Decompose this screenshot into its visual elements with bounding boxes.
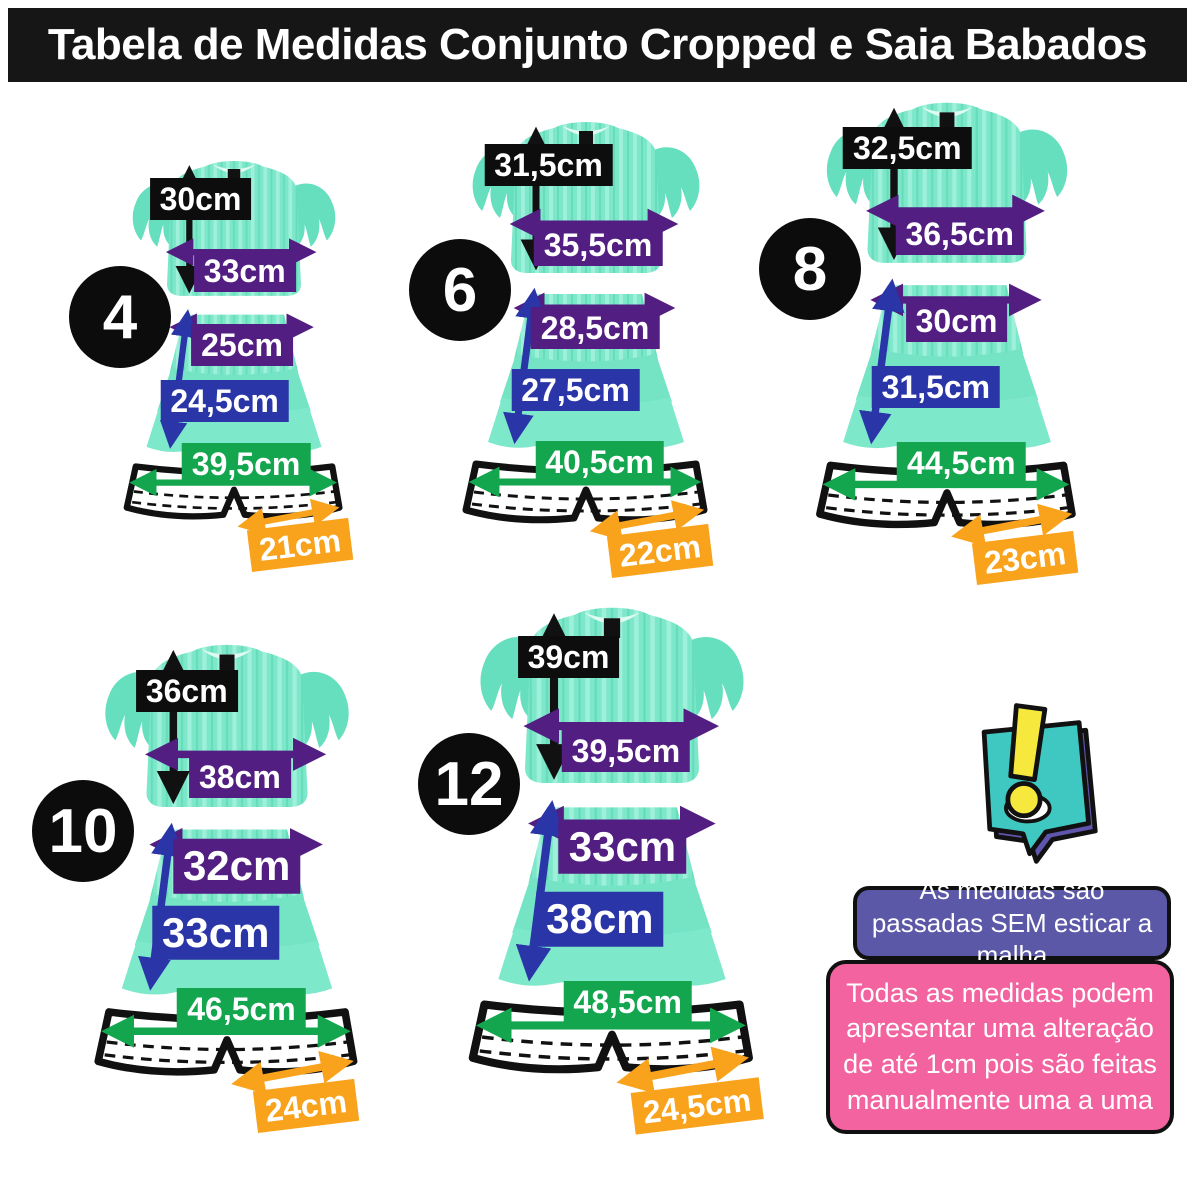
size-badge-10: 10: [32, 780, 134, 882]
skirt-width-label: 28,5cm: [530, 307, 660, 350]
shorts-width-label: 40,5cm: [535, 440, 664, 483]
skirt-length-label: 33cm: [152, 905, 280, 961]
top-height-label: 32,5cm: [842, 127, 972, 170]
skirt-length-label: 31,5cm: [871, 366, 1001, 409]
top-width-label: 33cm: [193, 250, 296, 293]
skirt-width-label: 33cm: [558, 819, 687, 875]
skirt-width-label: 32cm: [172, 838, 301, 894]
title-banner: Tabela de Medidas Conjunto Cropped e Sai…: [8, 8, 1187, 82]
top-height-label: 36cm: [135, 669, 238, 712]
top-width-label: 35,5cm: [533, 224, 663, 267]
shorts-width-label: 46,5cm: [177, 988, 306, 1031]
size-badge-12: 12: [418, 733, 520, 835]
size-group-12: 39cm 39,5cm 33cm 38cm 48,5cm 24,5cm: [438, 596, 786, 1135]
size-group-4: 30cm 33cm 25cm 24,5cm 39,5cm 21cm: [100, 152, 368, 572]
shorts-width-label: 48,5cm: [563, 980, 692, 1023]
top-height-label: 30cm: [149, 178, 252, 221]
skirt-length-label: 24,5cm: [160, 379, 289, 422]
shorts-width-label: 44,5cm: [897, 441, 1026, 484]
note-no-stretch: As medidas são passadas SEM esticar a ma…: [853, 875, 1171, 970]
page-title: Tabela de Medidas Conjunto Cropped e Sai…: [47, 20, 1148, 69]
top-width-label: 39,5cm: [561, 729, 691, 772]
top-height-label: 39cm: [517, 636, 620, 679]
size-badge-8: 8: [759, 218, 861, 320]
skirt-length-label: 38cm: [536, 891, 664, 947]
top-height-label: 31,5cm: [484, 143, 613, 186]
top-width-label: 36,5cm: [895, 212, 1024, 255]
skirt-length-label: 27,5cm: [511, 369, 640, 412]
note-tolerance: Todas as medidas podem apresentar uma al…: [826, 960, 1174, 1134]
size-group-10: 36cm 38cm 32cm 33cm 46,5cm 24cm: [66, 634, 388, 1133]
size-group-6: 31,5cm 35,5cm 28,5cm 27,5cm 40,5cm 22cm: [436, 112, 736, 579]
size-badge-4: 4: [69, 266, 171, 368]
shorts-width-label: 39,5cm: [181, 443, 311, 486]
exclamation-warning-icon: [981, 703, 1098, 864]
skirt-width-label: 25cm: [191, 324, 293, 367]
size-group-8: 32,5cm 36,5cm 30cm 31,5cm 44,5cm 23cm: [788, 92, 1106, 586]
skirt-width-label: 30cm: [905, 300, 1008, 343]
size-badge-6: 6: [409, 239, 511, 341]
top-width-label: 38cm: [188, 756, 291, 799]
